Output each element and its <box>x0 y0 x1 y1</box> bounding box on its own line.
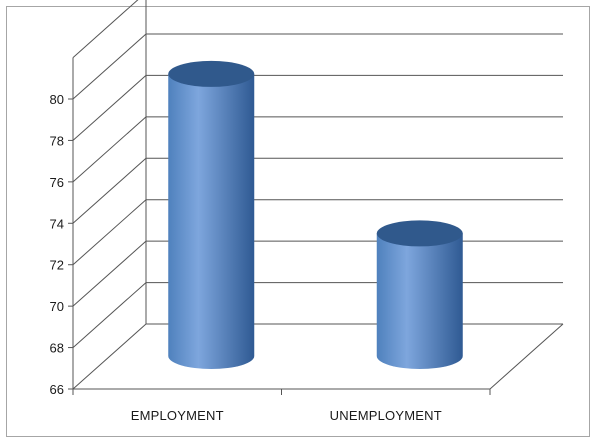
y-tick-label: 70 <box>50 299 64 314</box>
bar-unemployment <box>376 220 463 370</box>
y-tick-label: 66 <box>50 382 64 397</box>
gridline-diagonal <box>72 75 147 141</box>
gridline-diagonal <box>72 33 147 100</box>
gridline-diagonal <box>72 199 147 266</box>
gridline-diagonal <box>72 157 147 224</box>
gridline-diagonal <box>72 0 139 58</box>
bar-top <box>376 220 463 247</box>
x-category-label: UNEMPLOYMENT <box>330 408 442 423</box>
gridline-diagonal <box>72 240 147 307</box>
bars <box>168 60 463 370</box>
axes <box>68 57 564 395</box>
bar-body <box>168 73 255 370</box>
bar-body <box>376 233 463 370</box>
y-tick-label: 72 <box>50 258 64 273</box>
y-tick-label: 74 <box>50 216 64 231</box>
bar-employment <box>168 60 255 370</box>
x-category-label: EMPLOYMENT <box>131 408 224 423</box>
floor-right-edge <box>489 323 564 390</box>
gridline-diagonal <box>72 323 147 390</box>
bar-top <box>168 60 255 87</box>
chart-frame <box>6 6 590 437</box>
y-tick-label: 78 <box>50 133 64 148</box>
gridlines <box>72 0 563 390</box>
gridline-diagonal <box>72 116 147 183</box>
labels: 66 68 70 72 74 76 78 80 EMPLOYMENT UNEMPLOYMENT <box>50 92 442 423</box>
y-tick-label: 76 <box>50 175 64 190</box>
y-tick-label: 68 <box>50 341 64 356</box>
gridline-diagonal <box>72 282 147 348</box>
y-tick-label: 80 <box>50 92 64 107</box>
